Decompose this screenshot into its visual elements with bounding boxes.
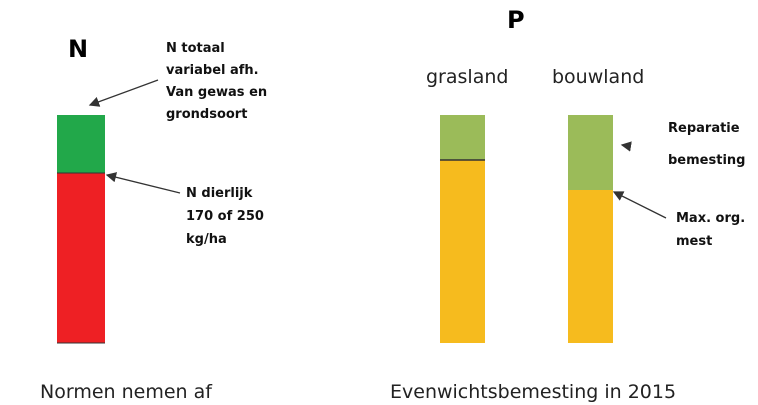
note-max: Max. org. mest — [676, 211, 745, 249]
note-repair: Reparatie bemesting — [668, 121, 745, 168]
note-total: N totaal variabel afh. Van gewas en gron… — [166, 41, 267, 122]
caption-right: Evenwichtsbemesting in 2015 — [390, 381, 676, 403]
heading-n: N — [68, 35, 88, 63]
note-line: Max. org. — [676, 211, 745, 226]
note-line: bemesting — [668, 153, 745, 168]
note-line: Reparatie — [668, 121, 740, 136]
bar-org — [568, 190, 613, 343]
column-label: bouwland — [552, 66, 644, 88]
arrow — [105, 172, 181, 194]
note-line: N totaal — [166, 41, 225, 56]
note-line: Van gewas en — [166, 85, 267, 100]
note-line: grondsoort — [166, 107, 247, 122]
bar-n-animal — [57, 173, 105, 343]
bar-org — [440, 160, 485, 343]
heading-p: P — [507, 6, 525, 34]
column-label: grasland — [426, 66, 508, 88]
arrow — [88, 79, 159, 107]
bar-repair — [440, 115, 485, 160]
bar-repair — [568, 115, 613, 190]
note-line: kg/ha — [186, 232, 227, 247]
caption-left: Normen nemen af — [40, 381, 213, 403]
bar-n-total — [57, 115, 105, 173]
note-line: 170 of 250 — [186, 209, 264, 224]
note-line: variabel afh. — [166, 63, 259, 78]
note-line: mest — [676, 234, 712, 249]
arrow — [620, 141, 632, 152]
note-animal: N dierlijk 170 of 250 kg/ha — [186, 186, 264, 247]
note-line: N dierlijk — [186, 186, 253, 201]
arrow — [612, 191, 667, 219]
